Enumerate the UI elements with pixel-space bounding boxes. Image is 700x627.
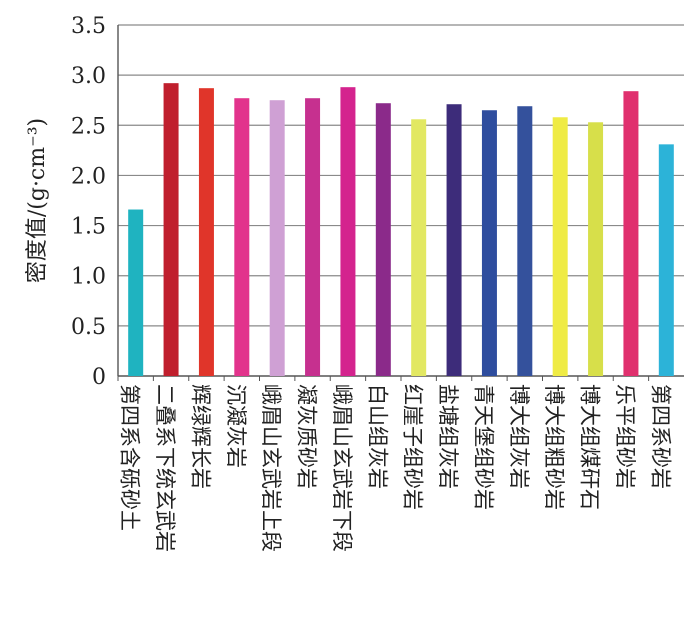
x-category-label: 沉凝灰岩 [224,384,248,468]
y-tick-labels: 0 0.5 1.0 1.5 2.0 2.5 3.0 3.5 [71,14,106,390]
y-tick-label: 3.0 [71,64,106,89]
y-axis-label: 密度值/(g·cm⁻³) [25,118,50,283]
bar [481,110,497,376]
y-tick-label: 1.5 [71,215,106,240]
bar [163,83,179,376]
bar [375,103,391,377]
y-tick-label: 3.5 [71,14,106,39]
y-tick-label: 0 [92,365,106,390]
x-category-labels: 第四系含砾砂土 二叠系下统玄武岩 辉绿辉长岩 沉凝灰岩 峨眉山玄武岩上段 凝灰质砂岩 峨眉山… [118,384,673,552]
bar [517,106,533,376]
bar [588,122,604,376]
x-category-label: 红崖子组砂岩 [401,384,425,510]
y-tick-label: 2.5 [71,114,106,139]
x-category-label: 第四系砂岩 [648,384,672,489]
bar [446,104,462,377]
x-category-label: 辉绿辉长岩 [188,384,212,489]
x-category-label: 二叠系下统玄武岩 [153,384,177,552]
x-category-label: 第四系含砾砂土 [118,384,142,531]
bar [234,98,250,377]
bar [198,88,214,377]
x-category-label: 白山组灰岩 [365,384,389,489]
bar [623,91,639,376]
x-category-label: 峨眉山玄武岩上段 [259,384,283,552]
x-category-label: 青天堡组砂岩 [471,384,495,510]
x-category-label: 峨眉山玄武岩下段 [330,384,354,552]
bars [128,83,674,377]
bar [269,100,285,376]
x-category-label: 乐平组砂岩 [613,384,637,489]
y-tick-label: 2.0 [71,164,106,189]
x-category-label: 凝灰质砂岩 [295,384,319,489]
y-tick-label: 1.0 [71,265,106,290]
bar [128,209,144,376]
x-category-label: 盐塘组灰岩 [436,384,460,489]
bar [411,119,427,377]
x-category-label: 博大组粗砂岩 [542,384,566,510]
x-category-label: 博大组灰岩 [507,384,531,489]
bar [305,98,321,377]
bar [552,117,568,377]
bar [658,144,674,376]
bar [340,87,356,377]
y-tick-label: 0.5 [71,315,106,340]
x-category-label: 博大组煤矸石 [578,384,602,510]
